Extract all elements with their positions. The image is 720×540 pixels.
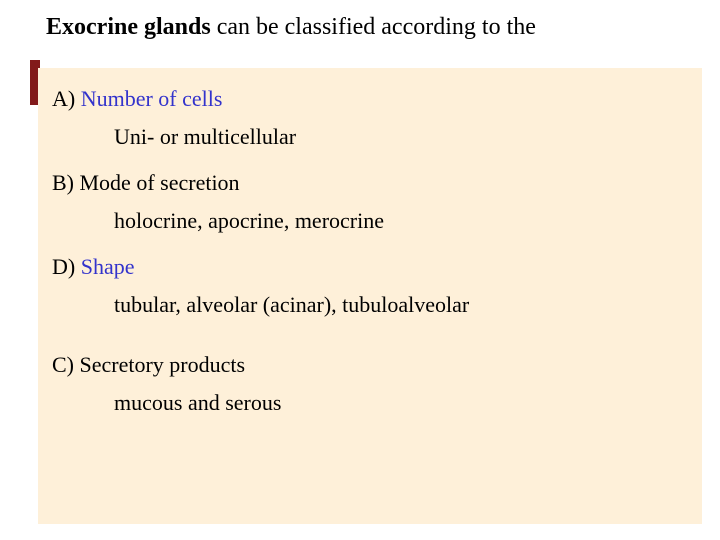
category-a: A) Number of cells: [52, 86, 688, 112]
spacer: [52, 338, 688, 352]
cat-a-label: Number of cells: [81, 86, 223, 111]
cat-c-label: Secretory products: [80, 352, 246, 377]
category-b-sub: holocrine, apocrine, merocrine: [114, 208, 688, 234]
title-bold-part: Exocrine glands: [46, 14, 211, 40]
category-b: B) Mode of secretion: [52, 170, 688, 196]
title-rest-part: can be classified according to the: [211, 14, 536, 40]
cat-a-prefix: A): [52, 86, 81, 111]
category-c-sub: mucous and serous: [114, 390, 688, 416]
cat-d-label: Shape: [81, 254, 135, 279]
category-d-sub: tubular, alveolar (acinar), tubuloalveol…: [114, 292, 688, 318]
slide-title: Exocrine glands can be classified accord…: [46, 12, 692, 43]
category-c: C) Secretory products: [52, 352, 688, 378]
cat-b-label: Mode of secretion: [80, 170, 240, 195]
category-a-sub: Uni- or multicellular: [114, 124, 688, 150]
slide: Exocrine glands can be classified accord…: [0, 0, 720, 540]
cat-c-prefix: C): [52, 352, 80, 377]
cat-d-prefix: D): [52, 254, 81, 279]
category-d: D) Shape: [52, 254, 688, 280]
cat-b-prefix: B): [52, 170, 80, 195]
content-box: A) Number of cells Uni- or multicellular…: [38, 68, 702, 524]
